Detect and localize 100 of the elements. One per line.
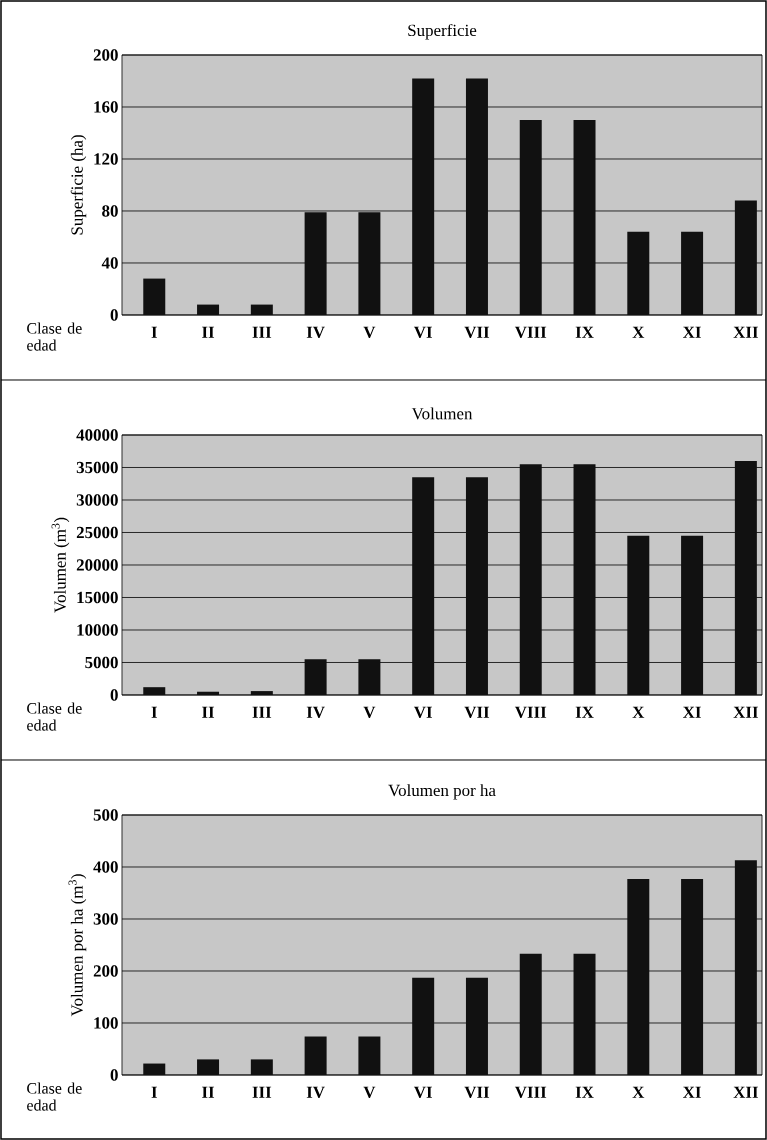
x-axis-title: Clase de edad bbox=[27, 702, 82, 731]
x-tick-label: VI bbox=[413, 706, 433, 719]
x-tick-label: XI bbox=[682, 326, 701, 338]
x-axis-title: Clase de edad bbox=[27, 322, 82, 351]
bar bbox=[627, 878, 650, 1075]
x-tick-label: XI bbox=[682, 706, 701, 718]
y-axis-title: Volumen (m$^{3}$) bbox=[51, 517, 70, 613]
bar bbox=[358, 212, 381, 315]
bar bbox=[143, 278, 166, 315]
x-tick-label: I bbox=[151, 706, 157, 718]
y-tick-label: 15000 bbox=[77, 591, 118, 604]
bar bbox=[573, 953, 596, 1075]
y-tick-label: 40 bbox=[101, 257, 118, 269]
y-tick-label: 10000 bbox=[77, 624, 118, 636]
y-tick-label: 30000 bbox=[76, 494, 118, 506]
bar bbox=[519, 953, 542, 1075]
x-tick-label: IX bbox=[575, 326, 594, 338]
bar bbox=[734, 460, 757, 695]
bar bbox=[250, 304, 273, 315]
x-tick-label: III bbox=[252, 1086, 272, 1098]
x-tick-label: VI bbox=[413, 326, 433, 339]
bar bbox=[250, 691, 273, 695]
y-tick-label: 160 bbox=[94, 101, 118, 113]
chart-title: Volumen bbox=[411, 407, 473, 420]
bar bbox=[465, 78, 488, 315]
bar bbox=[519, 119, 542, 315]
x-axis-title: Clase de edad bbox=[27, 1082, 82, 1111]
x-tick-label: IX bbox=[575, 1086, 594, 1098]
bar bbox=[197, 691, 220, 695]
y-tick-label: 100 bbox=[94, 1017, 118, 1029]
y-tick-label: 40000 bbox=[76, 429, 118, 441]
chart-title: Volumen por ha bbox=[388, 784, 496, 800]
bar bbox=[304, 659, 327, 695]
y-axis-title: Volumen por ha (m$^{3}$) bbox=[68, 874, 87, 1017]
y-tick-label: 200 bbox=[93, 49, 118, 61]
x-tick-label: VII bbox=[464, 706, 490, 719]
x-tick-label: II bbox=[202, 1086, 215, 1098]
x-tick-label: II bbox=[202, 706, 215, 718]
bar bbox=[573, 119, 596, 315]
bar bbox=[681, 535, 704, 695]
y-tick-label: 120 bbox=[94, 153, 118, 165]
bar bbox=[681, 878, 704, 1075]
bar bbox=[465, 477, 488, 695]
y-tick-label: 200 bbox=[93, 965, 118, 977]
bar bbox=[250, 1059, 273, 1075]
bar bbox=[734, 200, 757, 315]
bar bbox=[304, 1036, 327, 1075]
y-tick-label: 0 bbox=[110, 689, 118, 701]
y-tick-label: 0 bbox=[110, 309, 118, 321]
y-tick-label: 0 bbox=[110, 1069, 118, 1081]
x-tick-label: V bbox=[363, 1086, 376, 1099]
bar bbox=[734, 860, 757, 1075]
bar bbox=[358, 1036, 381, 1075]
bar bbox=[573, 464, 596, 695]
bar bbox=[627, 535, 650, 695]
bar bbox=[197, 1059, 220, 1075]
y-tick-label: 400 bbox=[93, 861, 118, 873]
bar bbox=[412, 477, 435, 695]
x-tick-label: VIII bbox=[514, 326, 547, 339]
bar bbox=[681, 231, 704, 315]
x-tick-label: XII bbox=[733, 326, 758, 338]
x-tick-label: X bbox=[632, 1086, 645, 1098]
x-tick-label: VII bbox=[464, 326, 490, 339]
x-tick-label: I bbox=[151, 1086, 157, 1098]
x-tick-label: V bbox=[363, 706, 376, 719]
x-tick-label: VIII bbox=[514, 1086, 547, 1099]
y-tick-label: 5000 bbox=[85, 656, 118, 669]
x-tick-label: VI bbox=[413, 1086, 433, 1099]
y-axis-title: Superficie (ha) bbox=[70, 135, 87, 235]
bar bbox=[412, 977, 435, 1075]
x-tick-label: IV bbox=[306, 706, 325, 719]
x-tick-label: IV bbox=[306, 326, 325, 339]
y-tick-label: 80 bbox=[102, 205, 118, 217]
x-tick-label: II bbox=[202, 326, 215, 338]
bar bbox=[358, 659, 381, 695]
y-tick-label: 500 bbox=[93, 809, 118, 821]
x-tick-label: VII bbox=[464, 1086, 490, 1099]
x-tick-label: IV bbox=[306, 1086, 325, 1099]
chart-title: Superficie bbox=[408, 23, 477, 40]
bar bbox=[465, 977, 488, 1075]
bar bbox=[519, 464, 542, 695]
x-tick-label: XII bbox=[733, 706, 758, 718]
x-tick-label: III bbox=[252, 326, 272, 338]
y-tick-label: 25000 bbox=[76, 526, 118, 539]
x-tick-label: I bbox=[151, 326, 157, 338]
x-tick-label: VIII bbox=[514, 706, 547, 719]
y-tick-label: 20000 bbox=[76, 559, 118, 571]
x-tick-label: III bbox=[252, 706, 272, 718]
bar bbox=[304, 212, 327, 315]
bar bbox=[143, 1063, 166, 1075]
x-tick-label: X bbox=[632, 706, 645, 718]
x-tick-label: XI bbox=[682, 1086, 701, 1098]
bar bbox=[412, 78, 435, 315]
x-tick-label: IX bbox=[575, 706, 594, 718]
x-tick-label: XII bbox=[733, 1086, 758, 1098]
y-tick-label: 35000 bbox=[76, 461, 118, 474]
x-tick-label: X bbox=[632, 326, 645, 338]
bar bbox=[197, 304, 220, 315]
x-tick-label: V bbox=[363, 326, 376, 339]
bar bbox=[143, 687, 166, 695]
